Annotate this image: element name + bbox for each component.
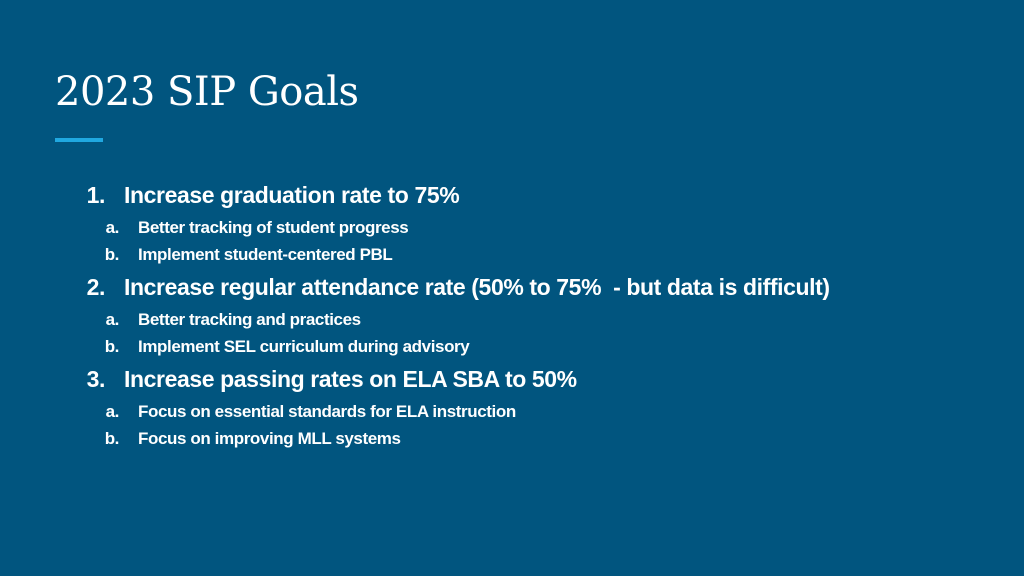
subgoal-item: b. Implement SEL curriculum during advis…: [62, 333, 830, 360]
subgoal-text: Implement student-centered PBL: [138, 245, 393, 264]
subgoal-text: Focus on improving MLL systems: [138, 429, 401, 448]
subgoal-item: a. Better tracking of student progress: [62, 214, 830, 241]
goal-text: Increase graduation rate to 75%: [124, 182, 460, 208]
subgoal-text: Focus on essential standards for ELA ins…: [138, 402, 516, 421]
subgoal-letter: b.: [104, 337, 120, 356]
goal-number: 1.: [86, 182, 106, 208]
goal-item: 1. Increase graduation rate to 75% a. Be…: [62, 176, 830, 268]
goals-list: 1. Increase graduation rate to 75% a. Be…: [62, 176, 830, 452]
subgoal-letter: a.: [105, 402, 120, 421]
goal-subitems: a. Focus on essential standards for ELA …: [62, 398, 830, 452]
goal-item: 2. Increase regular attendance rate (50%…: [62, 268, 830, 360]
goal-subitems: a. Better tracking of student progress b…: [62, 214, 830, 268]
goal-text: Increase passing rates on ELA SBA to 50%: [124, 366, 577, 392]
subgoal-letter: b.: [104, 245, 120, 264]
subgoal-item: a. Better tracking and practices: [62, 306, 830, 333]
title-underline-accent: [55, 138, 103, 142]
goal-number: 2.: [86, 274, 106, 300]
subgoal-text: Better tracking and practices: [138, 310, 361, 329]
subgoal-letter: b.: [104, 429, 120, 448]
goal-item: 3. Increase passing rates on ELA SBA to …: [62, 360, 830, 452]
slide-title: 2023 SIP Goals: [55, 69, 359, 115]
subgoal-item: b. Implement student-centered PBL: [62, 241, 830, 268]
subgoal-item: b. Focus on improving MLL systems: [62, 425, 830, 452]
goal-subitems: a. Better tracking and practices b. Impl…: [62, 306, 830, 360]
goal-number: 3.: [86, 366, 106, 392]
subgoal-letter: a.: [105, 218, 120, 237]
subgoal-text: Implement SEL curriculum during advisory: [138, 337, 470, 356]
goal-text: Increase regular attendance rate (50% to…: [124, 274, 830, 300]
subgoal-item: a. Focus on essential standards for ELA …: [62, 398, 830, 425]
subgoal-letter: a.: [105, 310, 120, 329]
subgoal-text: Better tracking of student progress: [138, 218, 409, 237]
